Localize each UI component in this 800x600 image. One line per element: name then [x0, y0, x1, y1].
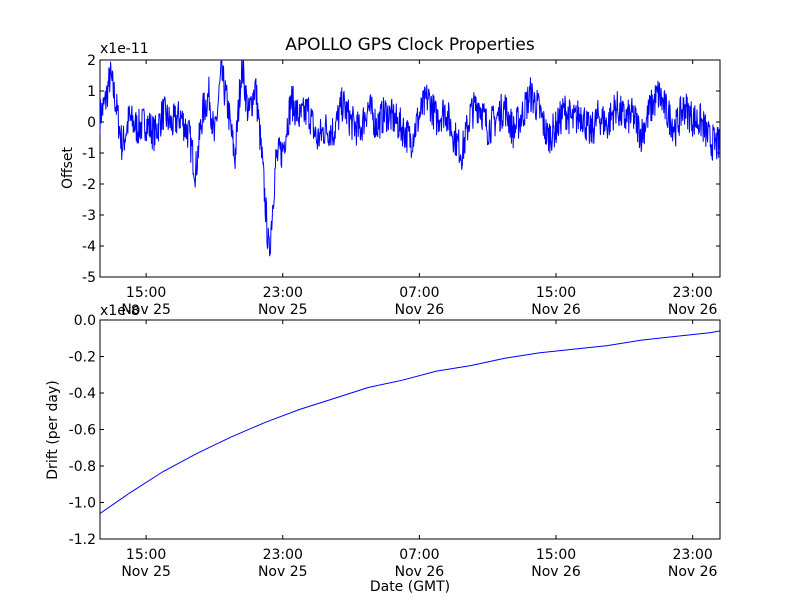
offset-series-line — [99, 59, 721, 257]
x-tick-time-label: 07:00 — [399, 285, 439, 301]
chart-title: APOLLO GPS Clock Properties — [285, 35, 535, 55]
offset-y-axis: 2 1 0 -1 -2 -3 -4 -5 — [82, 53, 720, 286]
offset-y-axis-label: Offset — [60, 146, 76, 189]
y-tick-label: -1 — [82, 146, 96, 162]
x-tick-time-label: 15:00 — [126, 547, 166, 563]
x-tick-date-label: Nov 26 — [531, 564, 581, 580]
x-tick-date-label: Nov 26 — [395, 564, 445, 580]
x-tick-time-label: 23:00 — [672, 547, 712, 563]
y-tick-label: -0.6 — [69, 423, 96, 439]
y-tick-label: -4 — [82, 239, 96, 255]
x-tick-time-label: 23:00 — [263, 285, 303, 301]
x-tick-date-label: Nov 25 — [121, 302, 171, 318]
x-tick-time-label: 15:00 — [536, 285, 576, 301]
x-tick-date-label: Nov 25 — [258, 302, 308, 318]
drift-y-axis-label: Drift (per day) — [45, 380, 61, 479]
y-tick-label: 0 — [87, 115, 96, 131]
x-tick-date-label: Nov 25 — [258, 564, 308, 580]
x-tick-time-label: 23:00 — [672, 285, 712, 301]
x-tick-date-label: Nov 26 — [668, 302, 718, 318]
drift-multiplier-label: x1e-8 — [100, 303, 140, 319]
x-tick-time-label: 15:00 — [536, 547, 576, 563]
x-tick-date-label: Nov 26 — [531, 302, 581, 318]
y-tick-label: 1 — [87, 84, 96, 100]
drift-y-axis: 0.0 -0.2 -0.4 -0.6 -0.8 -1.0 -1.2 — [69, 313, 720, 548]
y-tick-label: -5 — [82, 270, 96, 286]
y-tick-label: -0.8 — [69, 459, 96, 475]
x-tick-date-label: Nov 26 — [395, 302, 445, 318]
x-tick-time-label: 07:00 — [399, 547, 439, 563]
y-tick-label: -0.2 — [69, 350, 96, 366]
x-tick-date-label: Nov 25 — [121, 564, 171, 580]
drift-series-line — [99, 330, 721, 514]
y-tick-label: 2 — [87, 53, 96, 69]
y-tick-label: -0.4 — [69, 386, 96, 402]
x-axis-label: Date (GMT) — [370, 579, 450, 595]
y-tick-label: -1.0 — [69, 496, 96, 512]
y-tick-label: -3 — [82, 208, 96, 224]
drift-plot-frame — [99, 319, 721, 540]
x-tick-date-label: Nov 26 — [668, 564, 718, 580]
y-tick-label: 0.0 — [74, 313, 96, 329]
y-tick-label: -1.2 — [69, 532, 96, 548]
x-tick-time-label: 15:00 — [126, 285, 166, 301]
offset-multiplier-label: x1e-11 — [100, 41, 149, 57]
x-tick-time-label: 23:00 — [263, 547, 303, 563]
y-tick-label: -2 — [82, 177, 96, 193]
